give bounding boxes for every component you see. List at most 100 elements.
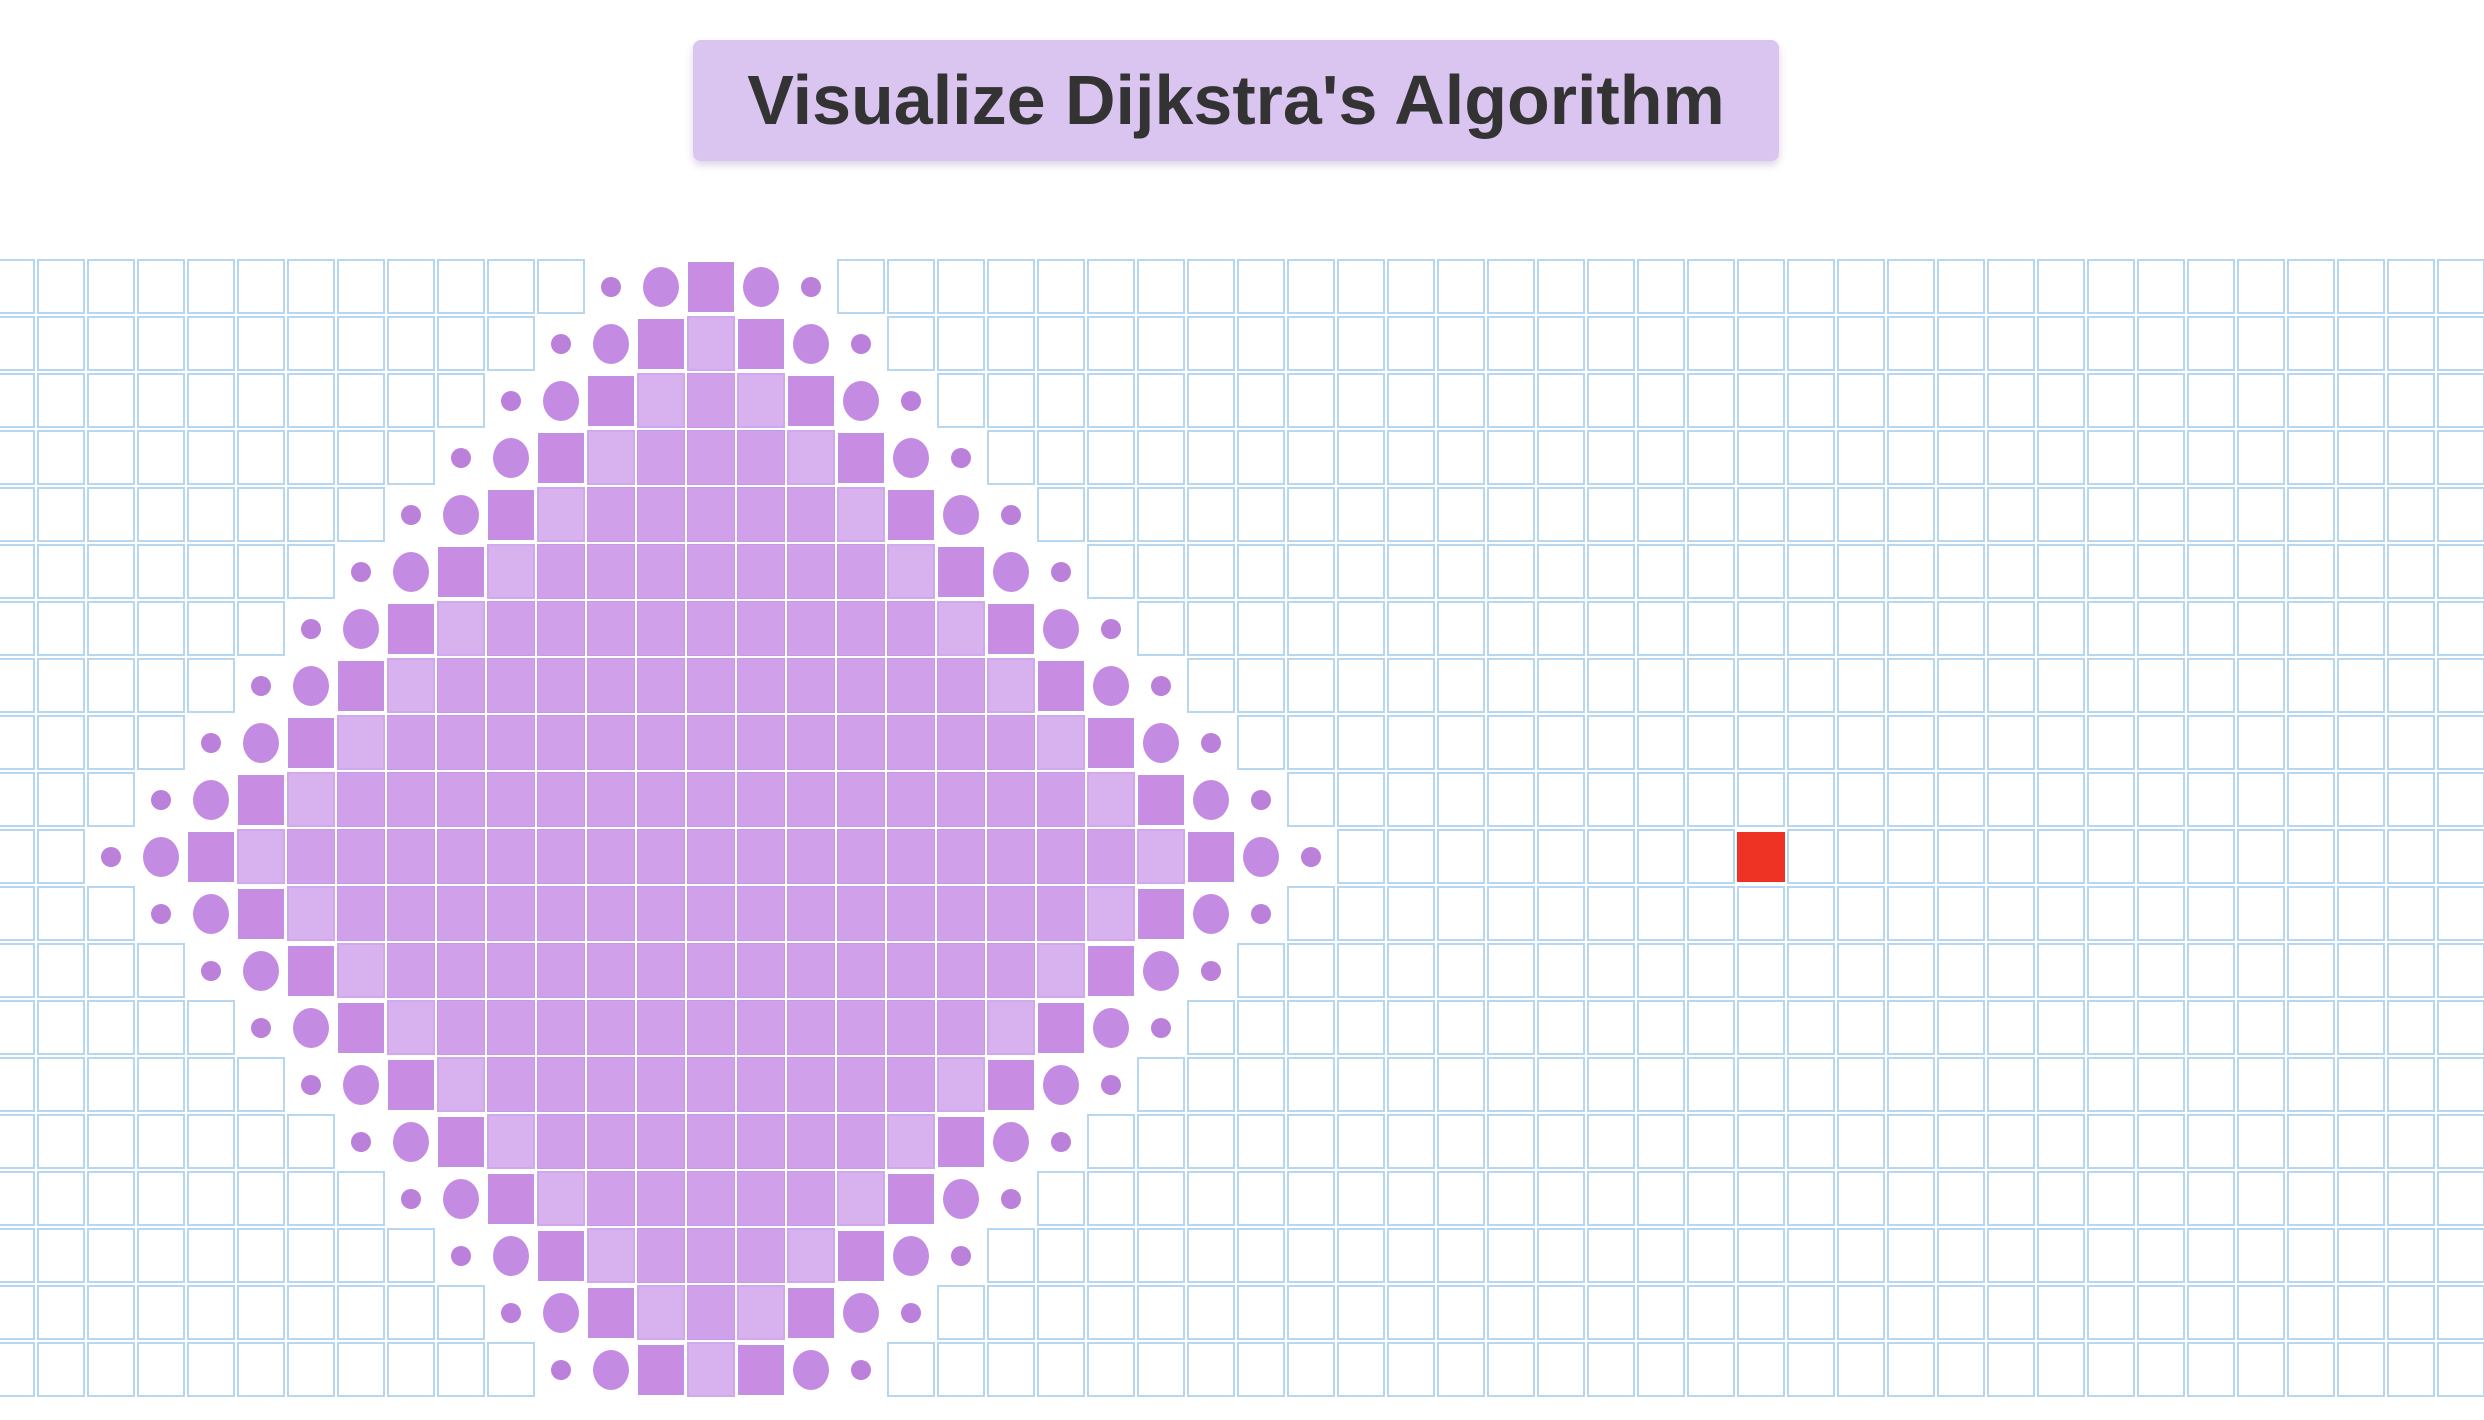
grid-cell[interactable]: [1687, 601, 1735, 656]
visited-cell[interactable]: [387, 772, 435, 827]
frontier-node[interactable]: [743, 267, 779, 307]
grid-cell[interactable]: [2087, 259, 2135, 314]
visited-cell[interactable]: [687, 316, 735, 371]
visited-cell[interactable]: [737, 715, 785, 770]
grid-cell[interactable]: [1887, 1171, 1935, 1226]
visited-cell[interactable]: [237, 829, 285, 884]
grid-cell[interactable]: [1187, 430, 1235, 485]
grid-cell[interactable]: [1237, 1285, 1285, 1340]
grid-cell[interactable]: [1787, 658, 1835, 713]
grid-cell[interactable]: [187, 316, 235, 371]
visited-cell[interactable]: [587, 601, 635, 656]
visited-cell[interactable]: [687, 373, 735, 428]
grid-cell[interactable]: [37, 430, 85, 485]
grid-cell[interactable]: [2137, 1342, 2185, 1397]
grid-cell[interactable]: [1987, 544, 2035, 599]
grid-cell[interactable]: [1437, 943, 1485, 998]
grid-cell[interactable]: [187, 1228, 235, 1283]
grid-cell[interactable]: [1537, 487, 1585, 542]
visited-cell[interactable]: [737, 601, 785, 656]
visited-cell[interactable]: [437, 772, 485, 827]
grid-cell[interactable]: [2137, 943, 2185, 998]
grid-cell[interactable]: [1537, 1114, 1585, 1169]
frontier-node[interactable]: [901, 1303, 921, 1323]
grid-cell[interactable]: [1137, 544, 1185, 599]
grid-cell[interactable]: [87, 1171, 135, 1226]
grid-cell[interactable]: [2137, 430, 2185, 485]
grid-cell[interactable]: [2087, 316, 2135, 371]
grid-cell[interactable]: [1037, 316, 1085, 371]
visited-cell[interactable]: [637, 886, 685, 941]
grid-cell[interactable]: [1837, 715, 1885, 770]
frontier-cell[interactable]: [388, 604, 434, 654]
grid-cell[interactable]: [2187, 943, 2235, 998]
visited-cell[interactable]: [737, 1057, 785, 1112]
grid-cell[interactable]: [1637, 658, 1685, 713]
grid-cell[interactable]: [937, 259, 985, 314]
grid-cell[interactable]: [2037, 259, 2085, 314]
visited-cell[interactable]: [1087, 772, 1135, 827]
grid-cell[interactable]: [2137, 886, 2185, 941]
grid-cell[interactable]: [1987, 601, 2035, 656]
grid-cell[interactable]: [2287, 1228, 2335, 1283]
grid-cell[interactable]: [2287, 1114, 2335, 1169]
grid-cell[interactable]: [1137, 316, 1185, 371]
grid-cell[interactable]: [2087, 715, 2135, 770]
grid-cell[interactable]: [1687, 544, 1735, 599]
grid-cell[interactable]: [1937, 1000, 1985, 1055]
grid-cell[interactable]: [1087, 316, 1135, 371]
grid-cell[interactable]: [2437, 1114, 2484, 1169]
visited-cell[interactable]: [837, 829, 885, 884]
grid-cell[interactable]: [1487, 1057, 1535, 1112]
frontier-node[interactable]: [593, 324, 629, 364]
grid-cell[interactable]: [337, 1228, 385, 1283]
grid-cell[interactable]: [1487, 316, 1535, 371]
grid-cell[interactable]: [187, 601, 235, 656]
grid-cell[interactable]: [2037, 829, 2085, 884]
grid-cell[interactable]: [337, 487, 385, 542]
grid-cell[interactable]: [0, 1000, 35, 1055]
grid-cell[interactable]: [1737, 658, 1785, 713]
grid-cell[interactable]: [2087, 373, 2135, 428]
grid-cell[interactable]: [137, 943, 185, 998]
frontier-cell[interactable]: [388, 1060, 434, 1110]
visited-cell[interactable]: [487, 1057, 535, 1112]
grid-cell[interactable]: [1637, 601, 1685, 656]
grid-cell[interactable]: [2387, 943, 2435, 998]
grid-cell[interactable]: [2137, 601, 2185, 656]
grid-cell[interactable]: [1787, 373, 1835, 428]
grid-cell[interactable]: [1587, 487, 1635, 542]
frontier-node[interactable]: [793, 324, 829, 364]
grid-cell[interactable]: [1637, 316, 1685, 371]
grid-cell[interactable]: [1937, 487, 1985, 542]
grid-cell[interactable]: [2087, 1000, 2135, 1055]
grid-cell[interactable]: [1287, 1114, 1335, 1169]
visited-cell[interactable]: [587, 487, 635, 542]
grid-cell[interactable]: [237, 601, 285, 656]
frontier-cell[interactable]: [738, 1345, 784, 1395]
grid-cell[interactable]: [2387, 487, 2435, 542]
grid-cell[interactable]: [1337, 259, 1385, 314]
grid-cell[interactable]: [2437, 1171, 2484, 1226]
visited-cell[interactable]: [687, 1171, 735, 1226]
grid-cell[interactable]: [1437, 1285, 1485, 1340]
grid-cell[interactable]: [1437, 373, 1485, 428]
frontier-node[interactable]: [351, 1132, 371, 1152]
grid-cell[interactable]: [287, 373, 335, 428]
visited-cell[interactable]: [587, 1057, 635, 1112]
grid-cell[interactable]: [87, 430, 135, 485]
grid-cell[interactable]: [1587, 1000, 1635, 1055]
grid-cell[interactable]: [1737, 430, 1785, 485]
grid-cell[interactable]: [2287, 259, 2335, 314]
grid-cell[interactable]: [1137, 259, 1185, 314]
grid-cell[interactable]: [1987, 487, 2035, 542]
visited-cell[interactable]: [637, 1000, 685, 1055]
visited-cell[interactable]: [537, 544, 585, 599]
visited-cell[interactable]: [437, 601, 485, 656]
grid-cell[interactable]: [0, 886, 35, 941]
grid-cell[interactable]: [887, 316, 935, 371]
visited-cell[interactable]: [887, 886, 935, 941]
grid-cell[interactable]: [237, 430, 285, 485]
grid-cell[interactable]: [2187, 658, 2235, 713]
frontier-node[interactable]: [501, 1303, 521, 1323]
